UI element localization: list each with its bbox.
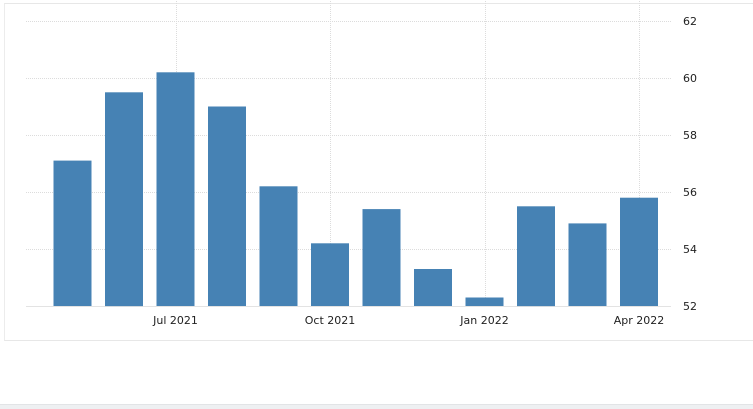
y-axis: 62 60 58 56 54 52	[683, 15, 697, 313]
bar[interactable]	[362, 209, 401, 306]
y-tick-label: 60	[683, 72, 697, 85]
bar[interactable]	[568, 223, 607, 306]
y-tick-label: 58	[683, 129, 697, 142]
bar[interactable]	[465, 297, 504, 307]
bar[interactable]	[208, 106, 246, 307]
bar[interactable]	[156, 72, 195, 306]
bar[interactable]	[105, 92, 143, 307]
bar[interactable]	[311, 243, 349, 306]
footer-strip	[0, 404, 753, 409]
x-tick-label: Oct 2021	[305, 314, 356, 327]
bar[interactable]	[414, 269, 452, 306]
x-tick-label: Jan 2022	[459, 314, 508, 327]
bar[interactable]	[620, 197, 658, 306]
x-axis: Jul 2021 Oct 2021 Jan 2022 Apr 2022	[152, 314, 664, 327]
x-tick-label: Jul 2021	[152, 314, 198, 327]
x-tick-label: Apr 2022	[614, 314, 665, 327]
bar-layer	[53, 72, 658, 307]
y-tick-label: 52	[683, 300, 697, 313]
y-tick-label: 54	[683, 243, 697, 256]
y-tick-label: 56	[683, 186, 697, 199]
bar[interactable]	[259, 186, 298, 306]
bar[interactable]	[53, 160, 92, 306]
bar[interactable]	[517, 206, 555, 307]
y-tick-label: 62	[683, 15, 697, 28]
